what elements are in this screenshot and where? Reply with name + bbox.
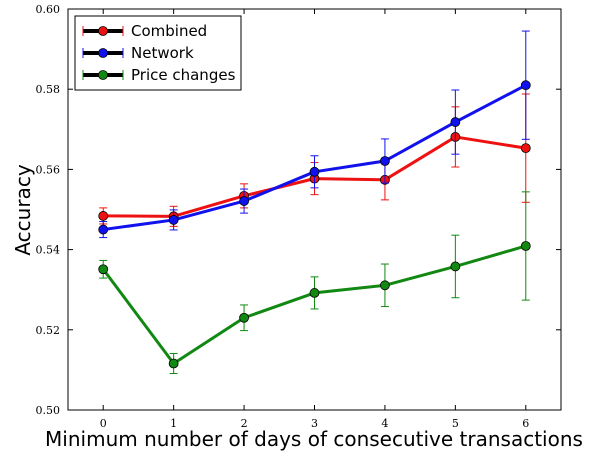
data-point: [309, 166, 320, 177]
data-point: [239, 312, 249, 323]
data-point: [98, 264, 109, 275]
legend-label: Price changes: [131, 66, 236, 84]
data-point: [450, 117, 461, 127]
x-tick-label: 0: [100, 417, 107, 430]
data-point: [380, 280, 390, 291]
data-point: [520, 143, 531, 154]
data-point: [520, 241, 531, 251]
series-layer: [98, 30, 531, 375]
x-tick-label: 4: [381, 417, 388, 430]
x-axis-label: Minimum number of days of consecutive tr…: [45, 427, 583, 451]
data-point: [168, 358, 179, 369]
legend-swatch-marker: [98, 70, 108, 80]
data-point: [380, 156, 390, 166]
x-tick-label: 6: [522, 417, 529, 430]
y-tick-label: 0.50: [36, 404, 61, 417]
axis-ticks: 0 1 2 3 4 5 6 0.50 0.52 0.54 0.56 0.58 0.60: [36, 3, 561, 430]
legend-label: Combined: [131, 22, 207, 40]
data-point: [98, 211, 109, 221]
legend-swatch-marker: [98, 48, 108, 58]
x-tick-label: 3: [311, 417, 318, 430]
data-point: [450, 261, 461, 272]
data-point: [239, 196, 249, 206]
y-axis-label: Accuracy: [11, 164, 35, 255]
x-tick-label: 1: [170, 417, 177, 430]
data-point: [309, 288, 320, 298]
y-tick-label: 0.52: [36, 324, 61, 337]
y-tick-label: 0.58: [36, 83, 61, 96]
y-tick-label: 0.54: [36, 244, 61, 257]
legend-label: Network: [131, 44, 194, 62]
x-tick-label: 5: [452, 417, 459, 430]
legend-swatch-marker: [98, 26, 108, 36]
y-tick-label: 0.60: [36, 3, 61, 16]
legend: Combined Network Price changes: [74, 15, 242, 91]
series-network: [98, 30, 531, 239]
data-point: [98, 224, 109, 235]
x-tick-label: 2: [241, 417, 248, 430]
data-point: [520, 80, 531, 91]
series-price-changes: [98, 191, 531, 375]
data-point: [168, 215, 179, 225]
y-tick-label: 0.56: [36, 163, 61, 176]
